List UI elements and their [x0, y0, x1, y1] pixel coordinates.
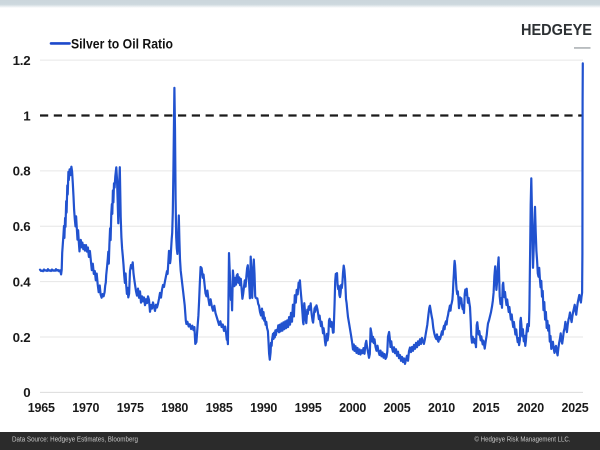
svg-text:Silver to Oil Ratio: Silver to Oil Ratio: [71, 36, 173, 51]
svg-text:2010: 2010: [428, 400, 455, 415]
svg-text:1985: 1985: [206, 400, 234, 415]
svg-text:1975: 1975: [117, 400, 145, 415]
svg-text:0.6: 0.6: [13, 219, 31, 234]
svg-text:© Hedgeye Risk Management LLC.: © Hedgeye Risk Management LLC.: [475, 436, 571, 444]
svg-text:1: 1: [23, 108, 31, 123]
svg-text:1995: 1995: [295, 400, 323, 415]
svg-text:2015: 2015: [473, 400, 501, 415]
svg-text:2020: 2020: [517, 400, 544, 415]
svg-text:HEDGEYE: HEDGEYE: [521, 22, 592, 39]
svg-text:0.4: 0.4: [13, 274, 32, 289]
svg-text:1990: 1990: [250, 400, 277, 415]
svg-text:1980: 1980: [161, 400, 188, 415]
svg-text:1.2: 1.2: [13, 53, 31, 68]
svg-text:2025: 2025: [562, 400, 590, 415]
svg-text:1970: 1970: [72, 400, 99, 415]
svg-text:1965: 1965: [28, 400, 56, 415]
svg-text:0.8: 0.8: [13, 164, 31, 179]
svg-text:0.2: 0.2: [13, 330, 31, 345]
svg-text:2000: 2000: [339, 400, 366, 415]
svg-text:2005: 2005: [384, 400, 412, 415]
svg-text:Data Source: Hedgeye Estimates: Data Source: Hedgeye Estimates, Bloomber…: [12, 437, 138, 444]
svg-text:0: 0: [23, 385, 30, 400]
